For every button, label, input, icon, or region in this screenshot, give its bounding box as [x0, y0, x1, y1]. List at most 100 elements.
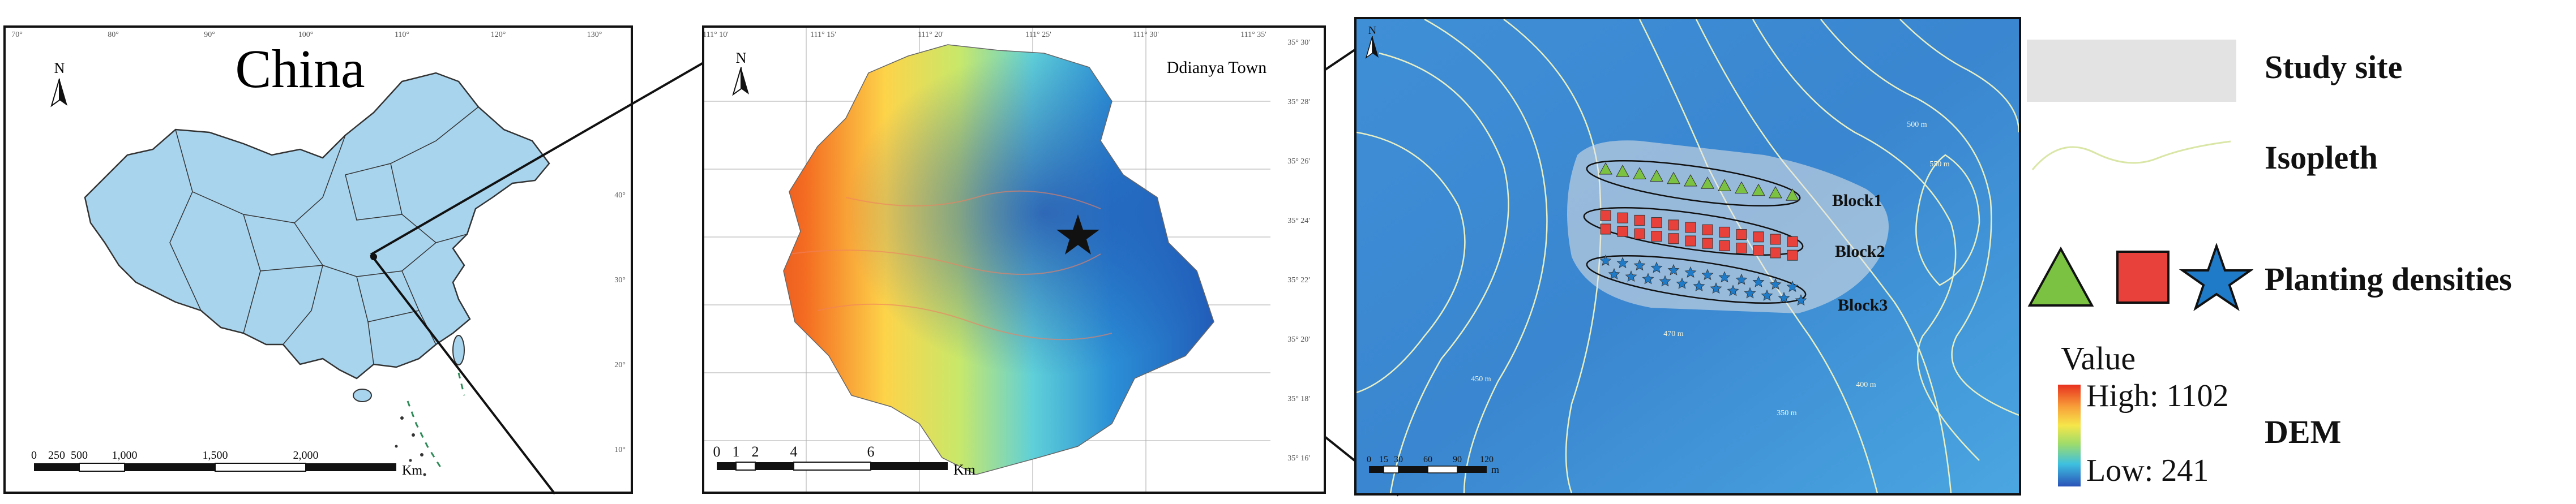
star-icon: [1727, 285, 1739, 296]
north-label: N: [1368, 24, 1376, 37]
north-arrow-icon: [50, 78, 67, 107]
block2-squares: [1600, 210, 1798, 261]
china-lat-ticks: 40° 30° 20° 10°: [614, 191, 626, 454]
study-site-panel: 450 m 500 m 550 m 400 m 350 m 470 m Block1 Bl…: [1354, 17, 2021, 496]
star-icon: [1659, 275, 1671, 287]
nine-dash-line: [406, 372, 465, 469]
scale-label: 30: [1394, 455, 1403, 464]
star-icon: [1769, 278, 1782, 290]
square-icon: [1668, 233, 1679, 244]
lat-tick-label: 35° 18': [1287, 395, 1310, 403]
square-icon: [1770, 234, 1781, 245]
square-icon: [1634, 214, 1645, 226]
triangle-icon: [1667, 171, 1680, 184]
star-icon: [1616, 257, 1629, 269]
star-icon: [1625, 270, 1637, 282]
triangle-icon: [1769, 186, 1782, 199]
triangle-icon: [1684, 174, 1697, 187]
star-icon: [1056, 214, 1099, 255]
square-icon: [1736, 229, 1747, 240]
scale-label: 1,500: [203, 449, 228, 462]
planting-symbols: [2027, 243, 2253, 311]
lat-tick-label: 10°: [614, 446, 626, 454]
lat-tick-label: 35° 30': [1287, 38, 1310, 47]
china-title: China: [235, 38, 365, 99]
lat-tick-label: 35° 24': [1287, 217, 1310, 225]
square-icon: [1668, 219, 1679, 231]
lat-tick-label: 35° 16': [1287, 454, 1310, 463]
square-icon: [1753, 245, 1764, 256]
scale-label: 90: [1453, 455, 1462, 464]
lat-tick-label: 35° 28': [1287, 98, 1310, 106]
star-icon: [1701, 269, 1714, 281]
study-site-swatch: [2027, 40, 2236, 102]
lon-tick-label: 100°: [298, 31, 314, 39]
square-icon: [1736, 243, 1747, 254]
scale-label: 0: [1367, 455, 1371, 464]
scale-label: 15: [1379, 455, 1388, 464]
triangle-icon: [1616, 165, 1629, 177]
square-icon: [1600, 223, 1611, 235]
scale-label: 500: [71, 449, 88, 462]
contour-label: 350 m: [1777, 409, 1797, 417]
triangle-icon: [1650, 169, 1663, 182]
scale-label: 2,000: [293, 449, 319, 462]
lat-tick-label: 40°: [614, 191, 626, 200]
town-scale-bar: [717, 462, 948, 471]
square-icon: [1617, 226, 1628, 237]
block2-label: Block2: [1835, 242, 1885, 261]
lon-tick-label: 111° 10': [704, 31, 729, 39]
scale-label: 4: [790, 443, 798, 460]
star-icon: [1710, 282, 1722, 294]
square-icon: [1685, 222, 1696, 233]
star-icon: [1667, 264, 1680, 275]
lon-tick-label: 130°: [587, 31, 602, 39]
star-icon: [1650, 261, 1663, 273]
triangle-icon: [1786, 188, 1799, 201]
star-icon: [1642, 273, 1654, 285]
block1-triangles: [1599, 162, 1799, 201]
scale-label: 60: [1423, 455, 1432, 464]
square-icon: [1651, 217, 1662, 229]
value-title: Value: [2061, 340, 2136, 377]
star-icon: [1676, 277, 1688, 289]
contour-labels: 450 m 500 m 550 m 400 m 350 m 470 m: [1471, 120, 1950, 417]
triangle-icon: [1752, 183, 1765, 196]
lat-tick-label: 35° 22': [1287, 276, 1310, 285]
taiwan-island: [452, 335, 465, 365]
star-icon: [2179, 243, 2253, 311]
lat-tick-label: 35° 26': [1287, 157, 1310, 166]
triangle-icon: [1735, 181, 1748, 194]
china-map: 70° 80° 90° 100° 110° 120° 130° 40° 30° 20° 10°: [11, 31, 626, 478]
square-icon: [1600, 210, 1611, 221]
square-icon: [1651, 231, 1662, 242]
square-icon: [1719, 226, 1730, 238]
town-lat-ticks: 35° 30' 35° 28' 35° 26' 35° 24' 35° 22' 35° 2…: [1287, 38, 1310, 463]
planting-densities-label: Planting densities: [2265, 261, 2512, 298]
block1-label: Block1: [1832, 191, 1882, 210]
triangle-icon: [1599, 162, 1612, 175]
star-icon: [1752, 275, 1765, 287]
scale-label: 120: [1480, 455, 1494, 464]
triangle-icon: [1718, 179, 1731, 191]
star-icon: [1735, 273, 1748, 285]
scale-label: 1,000: [112, 449, 138, 462]
star-icon: [1718, 271, 1731, 283]
star-icon: [1693, 279, 1705, 291]
contour-label: 550 m: [1929, 160, 1950, 169]
lon-tick-label: 70°: [11, 31, 23, 39]
block3-stars: [1599, 254, 1807, 306]
scale-label: 0: [713, 443, 721, 460]
square-icon: [1617, 212, 1628, 223]
star-icon: [1744, 287, 1756, 299]
square-icon: [1787, 236, 1798, 247]
china-scale-unit: Km: [402, 463, 422, 478]
study-location-dot: [370, 253, 377, 260]
north-label: N: [54, 60, 65, 76]
dem-low-label: Low: 241: [2086, 453, 2209, 488]
site-scale-labels: 0 15 30 60 90 120: [1367, 455, 1494, 464]
square-icon: [1719, 240, 1730, 251]
lon-tick-label: 111° 25': [1025, 31, 1051, 39]
dem-label: DEM: [2265, 413, 2342, 450]
town-scale-unit: Km: [953, 462, 975, 478]
